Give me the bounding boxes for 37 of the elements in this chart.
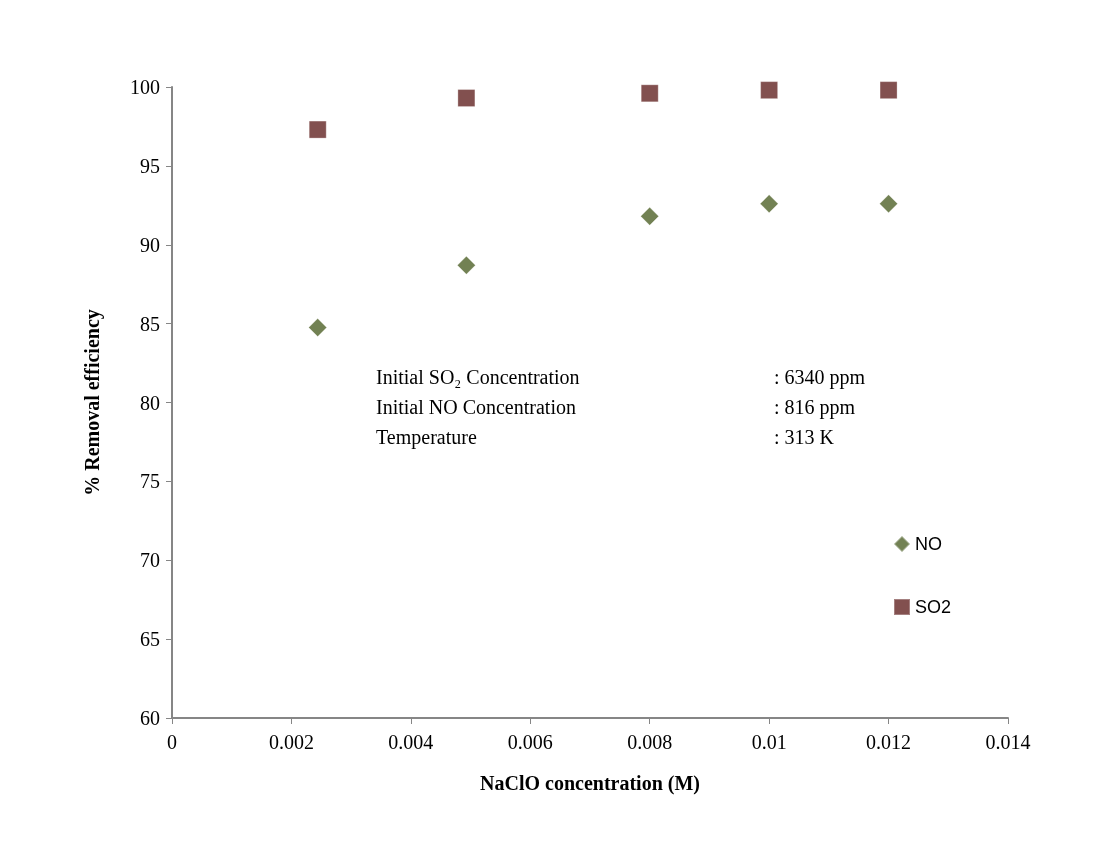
point: [457, 89, 476, 108]
y-tick-label: 85: [140, 312, 160, 335]
point: [879, 194, 899, 214]
x-axis-title: NaClO concentration (M): [480, 772, 700, 795]
point: [879, 81, 898, 100]
annotation: Temperature: [376, 426, 477, 449]
annotation: : 6340 ppm: [774, 366, 866, 389]
y-tick-label: 75: [140, 470, 160, 493]
x-tick-label: 0.012: [866, 731, 912, 753]
annotation: Initial SO₂ Concentration: [376, 366, 580, 388]
x-tick-label: 0.002: [268, 731, 314, 753]
point: [308, 120, 327, 139]
y-tick-label: 80: [140, 391, 160, 414]
x-tick-label: 0: [167, 731, 177, 753]
point: [640, 84, 659, 103]
y-axis-title: % Removal efficiency: [81, 309, 104, 496]
y-tick-label: 65: [140, 628, 160, 651]
x-tick-label: 0.01: [751, 731, 787, 753]
y-tick-label: 70: [140, 549, 160, 572]
x-tick-label: 0.006: [507, 731, 553, 753]
point: [308, 318, 328, 338]
x-tick-label: 0.014: [985, 731, 1031, 753]
y-tick-label: 90: [140, 233, 160, 256]
annotation: : 816 ppm: [774, 396, 856, 419]
y-tick-label: 60: [140, 707, 160, 729]
legend-label: NO: [914, 534, 942, 554]
point: [759, 194, 779, 214]
point: [640, 206, 660, 226]
legend-label: SO2: [914, 597, 952, 617]
y-tick-label: 95: [140, 154, 160, 177]
point: [760, 81, 779, 100]
point: [456, 255, 476, 275]
y-tick-label: 100: [130, 76, 160, 98]
annotation: Initial NO Concentration: [376, 396, 576, 418]
x-tick-label: 0.004: [388, 731, 434, 753]
annotation: : 313 K: [774, 426, 835, 448]
x-tick-label: 0.008: [627, 731, 673, 753]
